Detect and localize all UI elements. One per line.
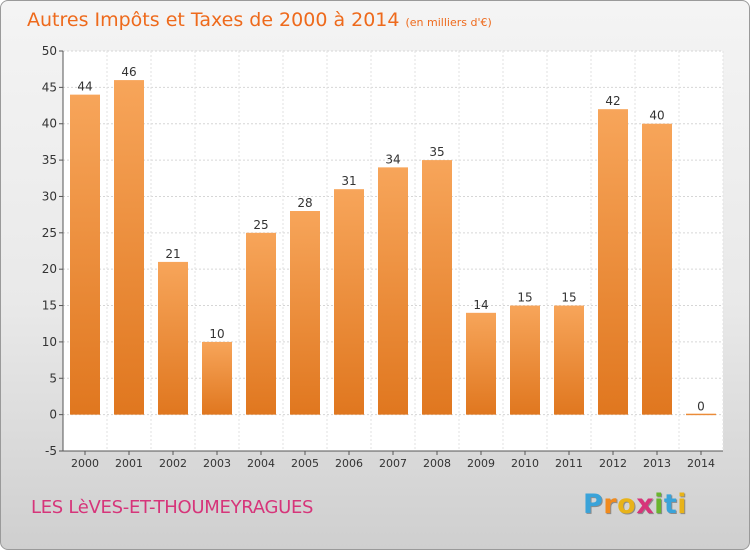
bar-value-label: 15: [517, 291, 532, 305]
bar: [598, 109, 628, 415]
y-tick-label: 5: [49, 371, 57, 385]
bar: [202, 341, 232, 415]
bar-value-label: 21: [165, 247, 180, 261]
bar: [378, 167, 408, 415]
x-tick-label: 2006: [335, 457, 363, 470]
x-tick-label: 2002: [159, 457, 187, 470]
bar-value-label: 10: [209, 327, 224, 341]
logo-letter: i: [677, 489, 688, 520]
bar-value-label: 31: [341, 174, 356, 188]
chart-title: Autres Impôts et Taxes de 2000 à 2014 (en…: [27, 9, 492, 31]
x-tick-label: 2008: [423, 457, 451, 470]
x-tick-label: 2003: [203, 457, 231, 470]
bar: [70, 94, 100, 415]
bar-value-label: 15: [561, 291, 576, 305]
x-tick-label: 2014: [687, 457, 715, 470]
bar: [642, 123, 672, 415]
y-tick-label: 0: [49, 408, 57, 422]
y-tick-label: 50: [42, 44, 57, 58]
bar-value-label: 25: [253, 218, 268, 232]
bar-value-label: 42: [605, 94, 620, 108]
bar-value-label: 34: [385, 152, 400, 166]
bar: [334, 189, 364, 415]
y-tick-label: -5: [45, 444, 57, 458]
location-name: LES LèVES-ET-THOUMEYRAGUES: [31, 497, 314, 518]
bar-value-label: 44: [77, 80, 92, 94]
bar-value-label: 46: [121, 65, 136, 79]
x-tick-label: 2000: [71, 457, 99, 470]
x-tick-label: 2012: [599, 457, 627, 470]
x-tick-label: 2004: [247, 457, 275, 470]
x-tick-label: 2005: [291, 457, 319, 470]
proxiti-logo: Proxiti: [583, 489, 687, 520]
bar-value-label: 35: [429, 145, 444, 159]
bar: [510, 305, 540, 415]
logo-letter: r: [603, 489, 618, 520]
bar: [246, 232, 276, 415]
logo-letter: P: [583, 489, 604, 520]
logo-letter: i: [654, 489, 664, 520]
y-tick-label: 15: [42, 299, 57, 313]
unit-label: (en milliers d'€): [405, 16, 492, 29]
x-tick-label: 2013: [643, 457, 671, 470]
bar-value-label: 28: [297, 196, 312, 210]
x-tick-label: 2001: [115, 457, 143, 470]
x-tick-label: 2011: [555, 457, 583, 470]
y-tick-label: 45: [42, 80, 57, 94]
bar: [422, 160, 452, 415]
y-tick-label: 10: [42, 335, 57, 349]
y-tick-label: 40: [42, 117, 57, 131]
bar: [466, 312, 496, 415]
x-tick-label: 2007: [379, 457, 407, 470]
title-text: Autres Impôts et Taxes de 2000 à 2014: [27, 9, 400, 31]
y-tick-label: 20: [42, 262, 57, 276]
x-tick-label: 2009: [467, 457, 495, 470]
logo-letter: t: [663, 489, 678, 520]
bar-value-label: 14: [473, 298, 488, 312]
y-tick-label: 30: [42, 189, 57, 203]
y-tick-label: 25: [42, 226, 57, 240]
x-tick-label: 2010: [511, 457, 539, 470]
y-tick-label: 35: [42, 153, 57, 167]
bar: [686, 413, 716, 416]
bar-value-label: 40: [649, 109, 664, 123]
bar-value-label: 0: [697, 400, 705, 414]
bar: [114, 80, 144, 415]
bar: [290, 211, 320, 415]
bar: [158, 261, 188, 415]
bar: [554, 305, 584, 415]
logo-letter: o: [617, 489, 637, 520]
logo-letter: x: [636, 489, 655, 520]
